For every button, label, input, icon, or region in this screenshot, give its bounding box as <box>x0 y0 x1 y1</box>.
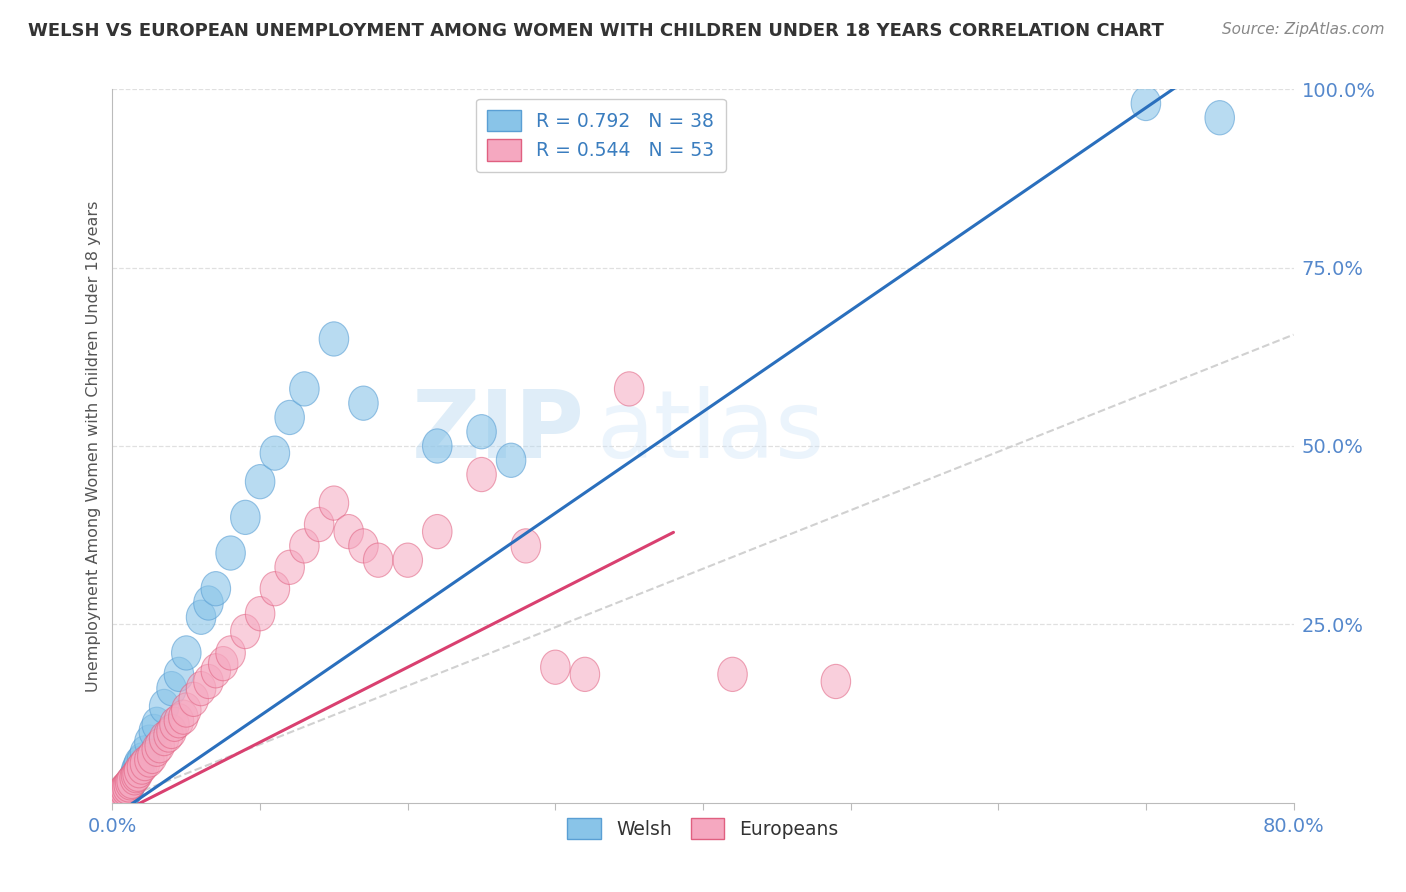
Y-axis label: Unemployment Among Women with Children Under 18 years: Unemployment Among Women with Children U… <box>86 201 101 691</box>
Text: atlas: atlas <box>596 385 825 478</box>
Text: WELSH VS EUROPEAN UNEMPLOYMENT AMONG WOMEN WITH CHILDREN UNDER 18 YEARS CORRELAT: WELSH VS EUROPEAN UNEMPLOYMENT AMONG WOM… <box>28 22 1164 40</box>
Legend: Welsh, Europeans: Welsh, Europeans <box>560 810 846 847</box>
Text: ZIP: ZIP <box>412 385 585 478</box>
Text: Source: ZipAtlas.com: Source: ZipAtlas.com <box>1222 22 1385 37</box>
